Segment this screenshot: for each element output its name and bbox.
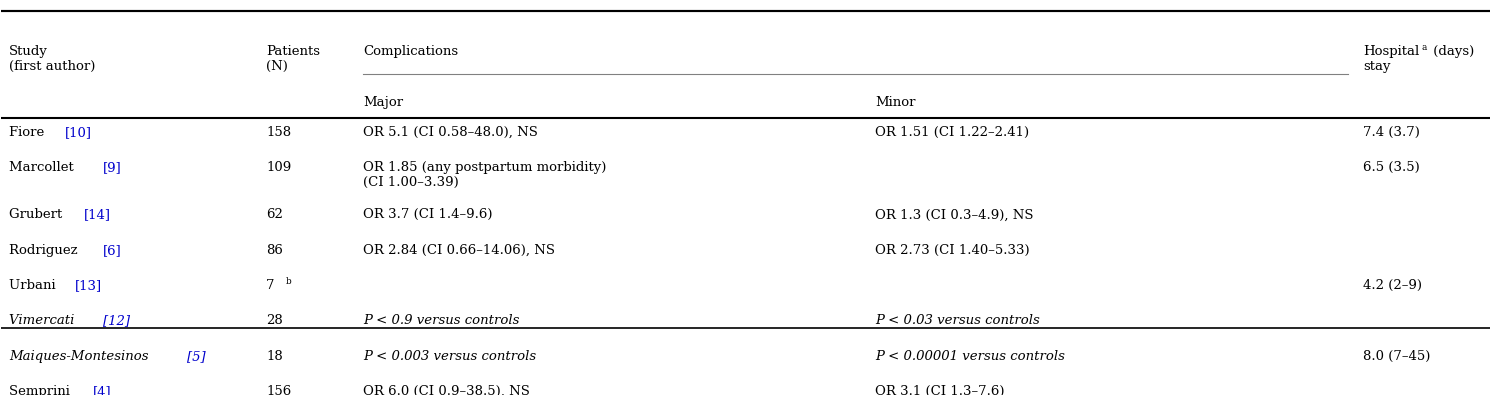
Text: 6.5 (3.5): 6.5 (3.5): [1363, 161, 1419, 174]
Text: 7: 7: [267, 279, 274, 292]
Text: Hospital
stay: Hospital stay: [1363, 45, 1419, 73]
Text: 8.0 (7–45): 8.0 (7–45): [1363, 350, 1430, 363]
Text: 86: 86: [267, 244, 283, 257]
Text: 18: 18: [267, 350, 283, 363]
Text: Marcollet: Marcollet: [9, 161, 78, 174]
Text: Grubert: Grubert: [9, 209, 66, 222]
Text: Semprini: Semprini: [9, 385, 75, 395]
Text: Complications: Complications: [362, 45, 458, 58]
Text: Vimercati: Vimercati: [9, 314, 79, 327]
Text: OR 1.51 (CI 1.22–2.41): OR 1.51 (CI 1.22–2.41): [875, 126, 1029, 139]
Text: 4.2 (2–9): 4.2 (2–9): [1363, 279, 1422, 292]
Text: [6]: [6]: [103, 244, 121, 257]
Text: [10]: [10]: [66, 126, 92, 139]
Text: OR 2.73 (CI 1.40–5.33): OR 2.73 (CI 1.40–5.33): [875, 244, 1030, 257]
Text: Urbani: Urbani: [9, 279, 60, 292]
Text: [13]: [13]: [75, 279, 101, 292]
Text: P < 0.03 versus controls: P < 0.03 versus controls: [875, 314, 1039, 327]
Text: Major: Major: [362, 96, 403, 109]
Text: 62: 62: [267, 209, 283, 222]
Text: 28: 28: [267, 314, 283, 327]
Text: OR 6.0 (CI 0.9–38.5), NS: OR 6.0 (CI 0.9–38.5), NS: [362, 385, 529, 395]
Text: OR 1.85 (any postpartum morbidity)
(CI 1.00–3.39): OR 1.85 (any postpartum morbidity) (CI 1…: [362, 161, 607, 189]
Text: [9]: [9]: [103, 161, 121, 174]
Text: b: b: [286, 277, 291, 286]
Text: Rodriguez: Rodriguez: [9, 244, 82, 257]
Text: Study
(first author): Study (first author): [9, 45, 95, 73]
Text: 109: 109: [267, 161, 292, 174]
Text: Minor: Minor: [875, 96, 915, 109]
Text: OR 3.1 (CI 1.3–7.6): OR 3.1 (CI 1.3–7.6): [875, 385, 1005, 395]
Text: [4]: [4]: [94, 385, 112, 395]
Text: Maiques-Montesinos: Maiques-Montesinos: [9, 350, 152, 363]
Text: Patients
(N): Patients (N): [267, 45, 321, 73]
Text: (days): (days): [1428, 45, 1473, 58]
Text: P < 0.00001 versus controls: P < 0.00001 versus controls: [875, 350, 1065, 363]
Text: OR 3.7 (CI 1.4–9.6): OR 3.7 (CI 1.4–9.6): [362, 209, 492, 222]
Text: P < 0.003 versus controls: P < 0.003 versus controls: [362, 350, 537, 363]
Text: OR 5.1 (CI 0.58–48.0), NS: OR 5.1 (CI 0.58–48.0), NS: [362, 126, 538, 139]
Text: [12]: [12]: [103, 314, 130, 327]
Text: 7.4 (3.7): 7.4 (3.7): [1363, 126, 1419, 139]
Text: OR 1.3 (CI 0.3–4.9), NS: OR 1.3 (CI 0.3–4.9), NS: [875, 209, 1033, 222]
Text: 158: 158: [267, 126, 291, 139]
Text: [5]: [5]: [186, 350, 206, 363]
Text: Fiore: Fiore: [9, 126, 48, 139]
Text: OR 2.84 (CI 0.66–14.06), NS: OR 2.84 (CI 0.66–14.06), NS: [362, 244, 555, 257]
Text: 156: 156: [267, 385, 292, 395]
Text: a: a: [1421, 43, 1427, 53]
Text: P < 0.9 versus controls: P < 0.9 versus controls: [362, 314, 519, 327]
Text: [14]: [14]: [83, 209, 110, 222]
